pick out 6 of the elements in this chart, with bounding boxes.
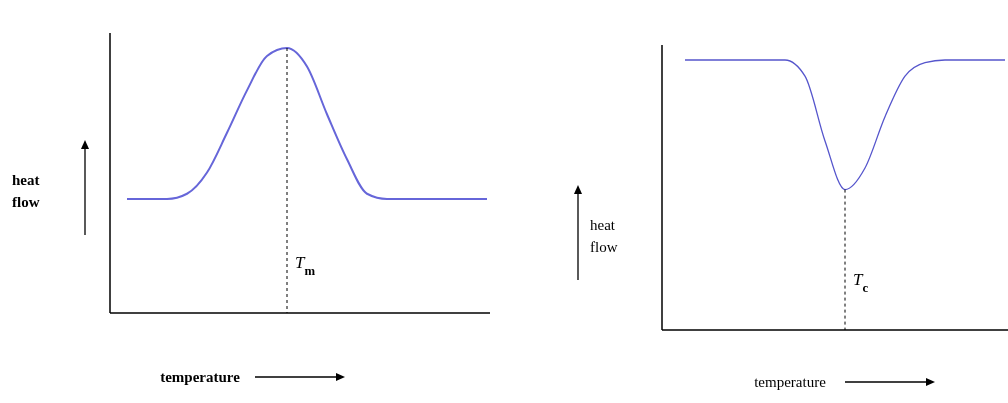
annotation: T$_{m}$ (295, 253, 316, 278)
x-axis-title: temperature (754, 374, 827, 390)
x-axis-title: temperature (160, 369, 241, 385)
y-axis-title: heat flow (12, 172, 40, 210)
y-axis-title: heat flow (590, 217, 618, 255)
annotation: T$_{c}$ (853, 270, 869, 295)
